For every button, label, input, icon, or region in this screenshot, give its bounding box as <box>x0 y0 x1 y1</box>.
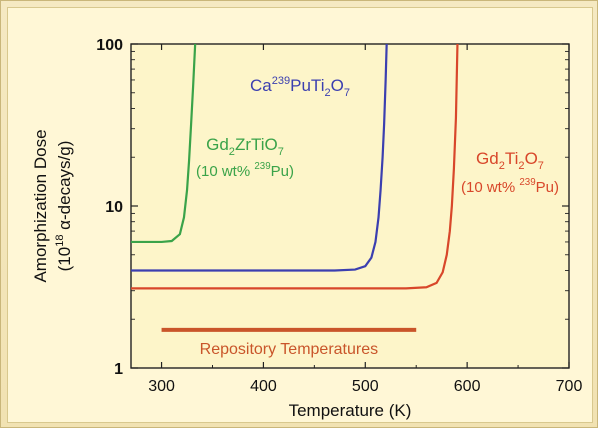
series-label-1: Ca239PuTi2O7 <box>250 75 350 99</box>
y-axis-label-line2: (1018 α-decays/g) <box>54 141 74 272</box>
annotation-label-0: Repository Temperatures <box>200 341 378 358</box>
series-label-2: Gd2Ti2O7 <box>476 149 544 172</box>
y-axis-label-prefix: (10 <box>55 247 74 272</box>
x-tick-label: 300 <box>148 378 175 395</box>
series-line-0 <box>131 44 197 244</box>
plot-area <box>130 43 570 369</box>
series-line-2 <box>131 44 459 290</box>
y-tick-label: 10 <box>105 199 123 216</box>
y-tick-label: 1 <box>114 361 123 378</box>
x-axis-label: Temperature (K) <box>289 401 412 420</box>
series-sublabel-2: (10 wt% 239Pu) <box>461 177 559 196</box>
x-tick-label: 700 <box>556 378 583 395</box>
x-tick-label: 400 <box>250 378 277 395</box>
y-tick-label: 100 <box>96 37 123 54</box>
y-axis-label-suffix: α-decays/g) <box>55 141 74 235</box>
series-sublabel-0: (10 wt% 239Pu) <box>196 161 294 180</box>
series-label-0: Gd2ZrTiO7 <box>206 135 284 158</box>
series-line-1 <box>131 44 388 272</box>
y-axis-label-line1: Amorphization Dose <box>31 129 50 282</box>
y-axis-label-exponent: 18 <box>54 235 66 247</box>
x-tick-label: 500 <box>352 378 379 395</box>
x-tick-label: 600 <box>454 378 481 395</box>
